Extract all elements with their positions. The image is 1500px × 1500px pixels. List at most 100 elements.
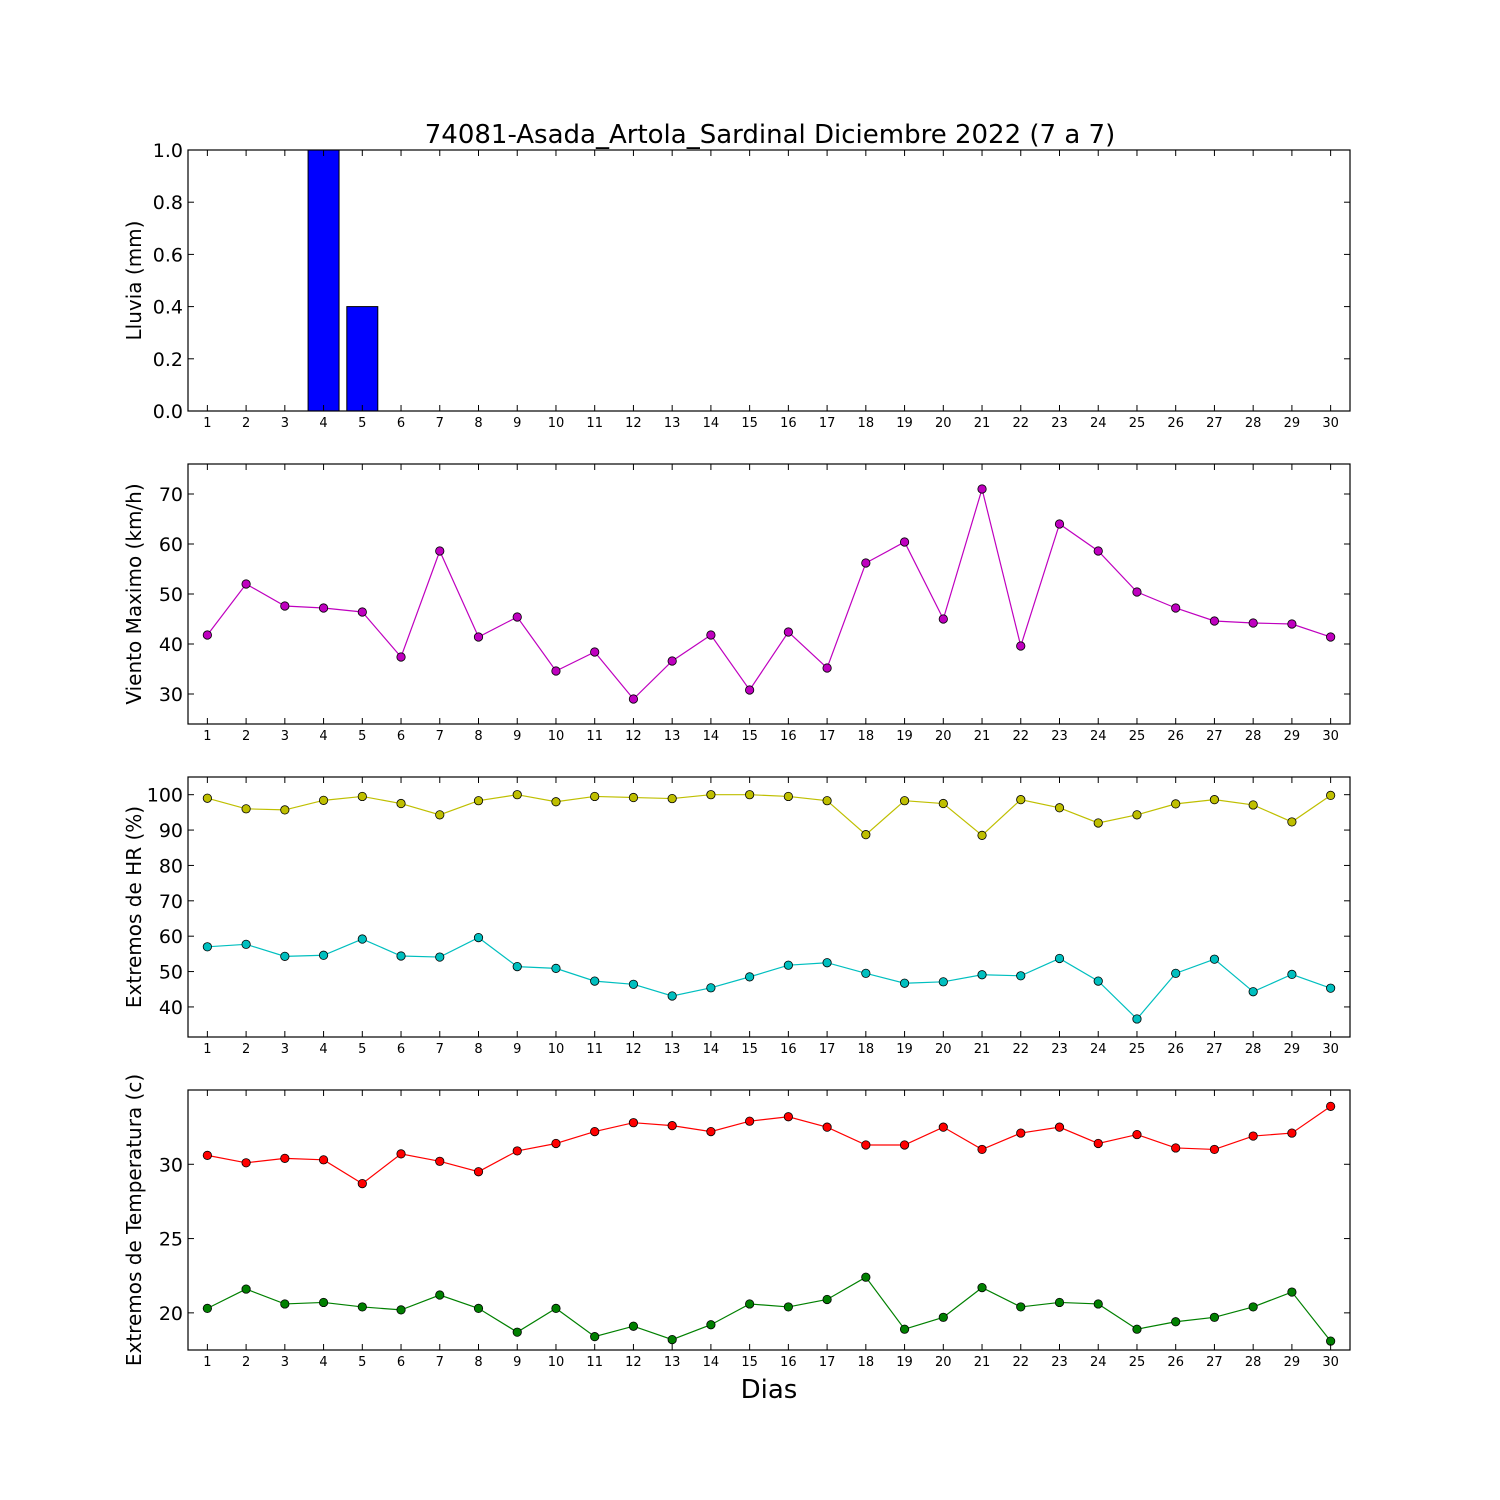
humedad-series-1-point-day-26 (1171, 799, 1181, 809)
humedad-series-2-point-day-7 (435, 952, 445, 962)
temperatura-series-1-point-day-11 (590, 1127, 600, 1137)
viento-series-1-point-day-4 (318, 603, 329, 613)
temperatura-series-1-point-day-3 (280, 1153, 290, 1163)
temperatura-series-2-point-day-2 (241, 1284, 251, 1294)
humedad-xtick-label: 30 (1322, 1042, 1339, 1057)
temperatura-xtick-label: 28 (1245, 1355, 1262, 1370)
humedad-xtick-label: 26 (1167, 1042, 1184, 1057)
humedad-series-1-point-day-14 (706, 790, 716, 800)
humedad-series-1-point-day-16 (783, 791, 793, 802)
viento-series-1-point-day-16 (783, 627, 793, 637)
temperatura-xtick-label: 25 (1129, 1355, 1146, 1370)
humedad-series-2-point-day-29 (1287, 969, 1297, 979)
humedad-series-1-point-day-18 (861, 830, 871, 840)
humedad-series-1-point-day-19 (899, 796, 910, 806)
viento-xtick-label: 27 (1206, 729, 1223, 744)
lluvia-xtick-label: 1 (203, 416, 211, 431)
temperatura-series-1-point-day-5 (357, 1179, 367, 1189)
humedad-series-1-point-day-20 (938, 798, 948, 809)
humedad-series-2-point-day-15 (745, 972, 755, 982)
humedad-series-2-point-day-14 (706, 983, 716, 993)
temperatura-xtick-label: 6 (397, 1355, 405, 1370)
viento-ytick-label: 40 (159, 634, 183, 656)
temperatura-series-1-point-day-20 (938, 1122, 948, 1132)
humedad-series-2-point-day-18 (861, 968, 871, 978)
temperatura-xtick-label: 20 (935, 1355, 952, 1370)
humedad-series-2-point-day-27 (1209, 954, 1220, 964)
viento-series-1-point-day-29 (1287, 619, 1297, 629)
viento-ytick-label: 60 (159, 534, 183, 556)
humedad-series-1-point-day-7 (435, 810, 445, 820)
viento-ytick-label: 30 (159, 684, 183, 706)
temperatura-series-2-point-day-24 (1093, 1299, 1103, 1309)
humedad-xtick-label: 6 (397, 1042, 405, 1057)
temperatura-xtick-label: 17 (819, 1355, 836, 1370)
temperatura-series-2-point-day-19 (899, 1324, 910, 1334)
temperatura-series-2-point-day-12 (628, 1321, 639, 1331)
temperatura-series-1-point-day-27 (1209, 1144, 1220, 1155)
temperatura-xtick-label: 22 (1012, 1355, 1029, 1370)
humedad-xtick-label: 23 (1051, 1042, 1068, 1057)
humedad-series-1-point-day-12 (628, 792, 639, 803)
viento-xtick-label: 24 (1090, 729, 1107, 744)
lluvia-xtick-label: 13 (664, 416, 681, 431)
temperatura-series-2-point-day-7 (435, 1290, 445, 1300)
humedad-series-1-point-day-5 (357, 791, 367, 802)
viento-xtick-label: 12 (625, 729, 642, 744)
temperatura-xtick-label: 8 (474, 1355, 482, 1370)
lluvia-xtick-label: 8 (474, 416, 482, 431)
viento-xtick-label: 19 (896, 729, 913, 744)
temperatura-xtick-label: 10 (548, 1355, 565, 1370)
humedad-xtick-label: 18 (858, 1042, 875, 1057)
temperatura-series-1-point-day-26 (1171, 1143, 1181, 1153)
viento-series-1-point-day-13 (667, 656, 677, 666)
lluvia-xtick-label: 26 (1167, 416, 1184, 431)
temperatura-series-1-point-day-9 (512, 1146, 522, 1156)
humedad-series-2-point-day-16 (783, 960, 793, 970)
humedad-series-2-point-day-22 (1016, 971, 1026, 981)
temperatura-series-1-point-day-10 (551, 1138, 561, 1149)
lluvia-ytick-label: 0.4 (153, 297, 183, 319)
viento-series-1-point-day-23 (1054, 519, 1065, 529)
temperatura-xtick-label: 5 (358, 1355, 366, 1370)
viento-xtick-label: 26 (1167, 729, 1184, 744)
temperatura-series-2-point-day-23 (1054, 1297, 1065, 1308)
temperatura-series-1-point-day-22 (1016, 1128, 1026, 1138)
humedad-series-2-point-day-11 (590, 976, 600, 986)
humedad-series-2-point-day-23 (1054, 953, 1065, 964)
lluvia-ytick-label: 0.2 (153, 349, 183, 371)
humedad-y-axis-label: Extremos de HR (%) (122, 806, 146, 1008)
humedad-series-1-point-day-29 (1287, 817, 1297, 827)
humedad-series-2-point-day-5 (357, 934, 367, 944)
humedad-xtick-label: 21 (974, 1042, 991, 1057)
viento-series-1-point-day-6 (396, 652, 406, 662)
viento-series-1-point-day-24 (1093, 546, 1103, 556)
viento-xtick-label: 22 (1012, 729, 1029, 744)
temperatura-series-2-point-day-4 (318, 1297, 329, 1308)
temperatura-series-1-point-day-21 (977, 1144, 987, 1155)
humedad-series-1-point-day-10 (551, 797, 561, 807)
viento-series-1-point-day-21 (977, 484, 987, 494)
humedad-xtick-label: 3 (281, 1042, 289, 1057)
humedad-series-1-point-day-9 (512, 790, 522, 800)
temperatura-series-2-point-day-10 (551, 1303, 561, 1314)
humedad-series-1-point-day-28 (1248, 800, 1258, 810)
viento-xtick-label: 1 (203, 729, 211, 744)
temperatura-series-2-point-day-27 (1209, 1312, 1220, 1322)
humedad-xtick-label: 5 (358, 1042, 366, 1057)
temperatura-series-1-point-day-29 (1287, 1128, 1297, 1138)
temperatura-xtick-label: 16 (780, 1355, 797, 1370)
temperatura-xtick-label: 15 (741, 1355, 758, 1370)
temperatura-xtick-label: 30 (1322, 1355, 1339, 1370)
temperatura-series-2-point-day-13 (667, 1335, 677, 1345)
viento-series-1-point-day-14 (706, 630, 716, 640)
humedad-series-1-point-day-3 (280, 805, 290, 815)
temperatura-series-1-point-day-14 (706, 1127, 716, 1137)
temperatura-series-2-point-day-18 (861, 1272, 871, 1282)
humedad-series-2-point-day-12 (628, 979, 639, 989)
temperatura-xtick-label: 3 (281, 1355, 289, 1370)
humedad-series-2-point-day-3 (280, 951, 290, 961)
